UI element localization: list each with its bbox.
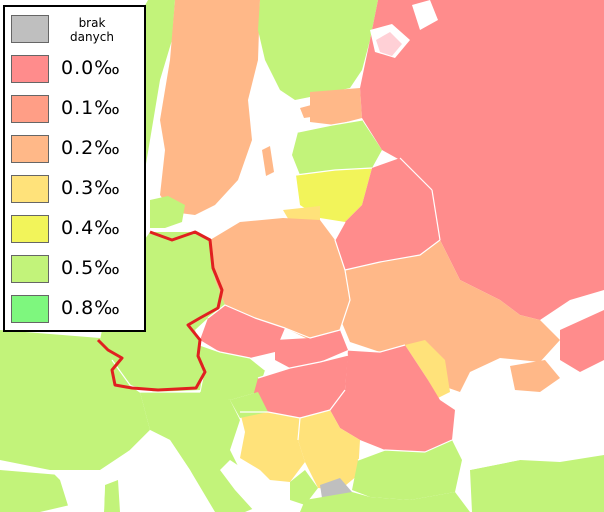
region-montenegro <box>290 470 318 505</box>
region-slovakia <box>275 330 348 368</box>
region-denmark <box>150 196 185 228</box>
region-belarus <box>335 158 440 270</box>
legend-label: 0.2‰ <box>61 137 121 159</box>
region-kaliningrad <box>283 206 320 222</box>
region-gotland <box>262 146 274 176</box>
region-crimea <box>510 360 560 392</box>
region-latvia <box>292 120 382 175</box>
legend-swatch <box>11 135 49 163</box>
region-bosnia <box>255 440 305 482</box>
region-serbia <box>298 410 360 490</box>
no-data-line2: danych <box>70 30 114 44</box>
legend-label: 0.4‰ <box>61 217 121 239</box>
legend-entry: 0.8‰ <box>11 295 141 323</box>
no-data-line1: brak <box>78 16 106 30</box>
region-west-europe-south <box>0 470 70 512</box>
legend-swatch <box>11 95 49 123</box>
region-romania <box>330 345 455 452</box>
legend: brak danych 0.0‰ 0.1‰ 0.2‰ 0.3‰ 0.4‰ 0.5… <box>3 5 146 332</box>
legend-swatch <box>11 55 49 83</box>
region-poland <box>210 218 350 340</box>
legend-swatch <box>11 255 49 283</box>
region-russia-south <box>560 310 604 372</box>
region-turkey <box>470 455 604 512</box>
region-estonia <box>310 88 362 125</box>
black-sea <box>458 370 604 470</box>
highlight-border <box>96 230 224 392</box>
region-moldova <box>405 340 450 398</box>
region-finland <box>258 0 378 100</box>
legend-swatch-no-data <box>11 15 49 43</box>
legend-label-no-data: brak danych <box>57 16 127 44</box>
legend-label: 0.1‰ <box>61 97 121 119</box>
legend-label: 0.3‰ <box>61 177 121 199</box>
legend-entry: 0.0‰ <box>11 55 141 83</box>
lake-onega <box>412 0 438 30</box>
legend-label: 0.0‰ <box>61 57 121 79</box>
region-aland <box>300 104 318 118</box>
legend-entry: 0.3‰ <box>11 175 141 203</box>
legend-swatch <box>11 295 49 323</box>
region-sweden <box>160 0 260 215</box>
balearic-sea <box>50 470 105 512</box>
region-bulgaria <box>352 440 462 500</box>
legend-swatch <box>11 215 49 243</box>
legend-entry: 0.1‰ <box>11 95 141 123</box>
legend-swatch <box>11 175 49 203</box>
region-hungary <box>252 355 348 418</box>
legend-entry-no-data: brak danych <box>11 15 141 44</box>
region-west-europe <box>0 330 150 470</box>
region-balkans-south <box>300 492 470 512</box>
region-czechia <box>200 305 285 358</box>
adriatic-sea <box>220 460 270 512</box>
region-ukraine <box>340 240 560 392</box>
region-austria <box>200 345 265 400</box>
legend-entry: 0.4‰ <box>11 215 141 243</box>
region-russia <box>360 0 604 320</box>
legend-entry: 0.2‰ <box>11 135 141 163</box>
mediterranean-sea <box>122 430 212 512</box>
legend-label: 0.5‰ <box>61 257 121 279</box>
legend-label: 0.8‰ <box>61 297 121 319</box>
region-corsica <box>104 480 120 512</box>
legend-entry: 0.5‰ <box>11 255 141 283</box>
region-karelia-pink <box>376 32 402 56</box>
